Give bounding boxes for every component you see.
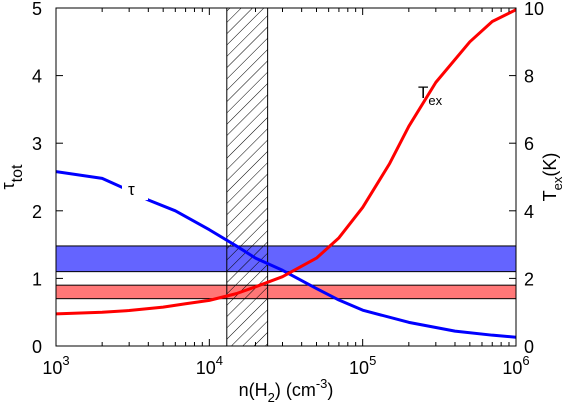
x-tick-label: 104 bbox=[196, 353, 223, 378]
y-left-axis-label: τtot bbox=[0, 164, 26, 189]
tau-annotation-bg bbox=[122, 170, 148, 200]
y-right-tick-label: 6 bbox=[524, 134, 534, 154]
x-axis-label: n(H2) (cm-3) bbox=[239, 376, 334, 405]
y-right-tick-label: 2 bbox=[524, 269, 534, 289]
y-right-tick-label: 0 bbox=[524, 337, 534, 357]
y-right-tick-label: 8 bbox=[524, 67, 534, 87]
x-tick-label: 106 bbox=[502, 353, 529, 378]
y-left-tick-label: 3 bbox=[32, 134, 42, 154]
plot-frame bbox=[55, 7, 517, 347]
y-left-tick-label: 4 bbox=[32, 67, 42, 87]
labels-layer: n(H2) (cm-3) τtot Tex(K) τ Tex bbox=[0, 83, 565, 405]
band-0 bbox=[55, 245, 517, 273]
tau-series-label: τ bbox=[128, 180, 135, 199]
tex-series-label: Tex bbox=[418, 83, 443, 108]
y-right-axis-label: Tex(K) bbox=[540, 153, 565, 202]
y-left-tick-label: 2 bbox=[32, 202, 42, 222]
x-tick-label: 103 bbox=[42, 353, 69, 378]
band-1 bbox=[55, 284, 517, 300]
y-left-tick-label: 0 bbox=[32, 337, 42, 357]
y-right-tick-label: 10 bbox=[524, 0, 544, 19]
y-left-tick-label: 1 bbox=[32, 269, 42, 289]
series-line-1 bbox=[56, 8, 516, 316]
bands-layer bbox=[55, 245, 517, 300]
y-left-tick-label: 5 bbox=[32, 0, 42, 19]
x-tick-label: 105 bbox=[349, 353, 376, 378]
y-right-tick-label: 4 bbox=[524, 202, 534, 222]
